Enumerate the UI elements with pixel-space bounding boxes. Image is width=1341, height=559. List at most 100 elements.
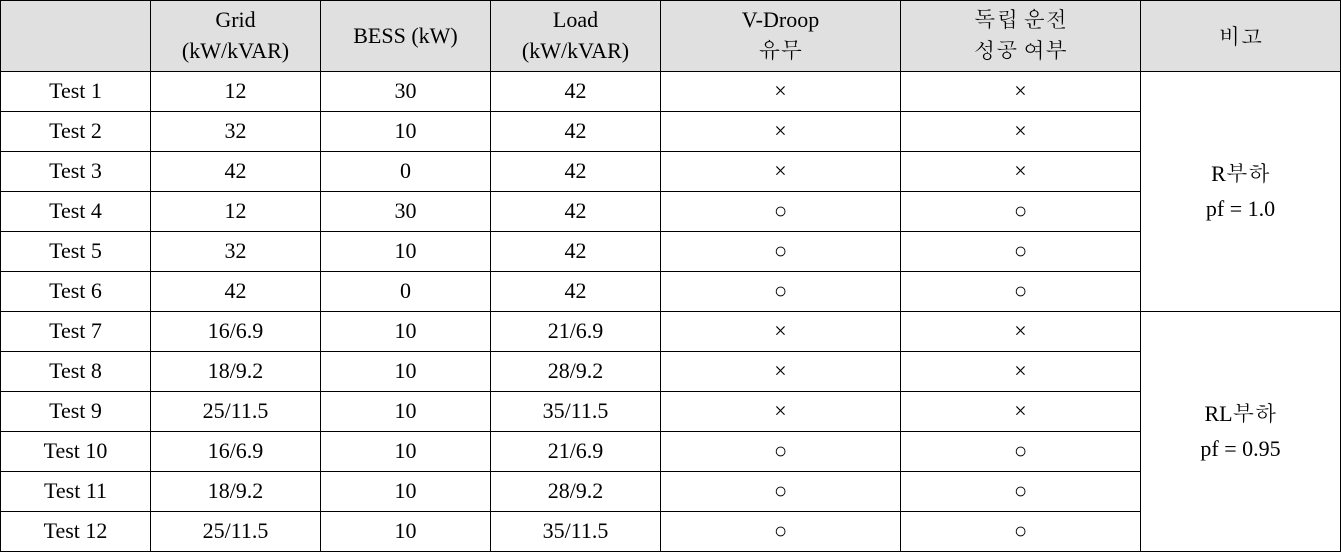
cell-grid: 16/6.9 [151, 311, 321, 351]
cell-bess: 0 [321, 151, 491, 191]
cell-load: 42 [491, 191, 661, 231]
table-row: Test 7 16/6.9 10 21/6.9 × × RL부하 pf = 0.… [1, 311, 1341, 351]
table-row: Test 8 18/9.2 10 28/9.2 × × [1, 351, 1341, 391]
cell-load: 21/6.9 [491, 431, 661, 471]
cell-success: ○ [901, 471, 1141, 511]
note-line1: RL부하 [1149, 396, 1332, 431]
header-success-line2: 성공 여부 [909, 36, 1132, 67]
cell-success: ○ [901, 191, 1141, 231]
cell-load: 42 [491, 231, 661, 271]
header-grid: Grid (kW/kVAR) [151, 1, 321, 72]
header-grid-line2: (kW/kVAR) [159, 36, 312, 67]
cell-success: ○ [901, 511, 1141, 551]
cell-bess: 10 [321, 231, 491, 271]
cell-success: × [901, 111, 1141, 151]
cell-grid: 12 [151, 191, 321, 231]
header-load-line2: (kW/kVAR) [499, 36, 652, 67]
cell-vdroop: × [661, 391, 901, 431]
cell-load: 35/11.5 [491, 511, 661, 551]
note-line1: R부하 [1149, 156, 1332, 191]
cell-bess: 0 [321, 271, 491, 311]
header-bess: BESS (kW) [321, 1, 491, 72]
note-line2: pf = 1.0 [1149, 191, 1332, 226]
cell-note-group-1: RL부하 pf = 0.95 [1141, 311, 1341, 551]
cell-vdroop: × [661, 71, 901, 111]
table-row: Test 11 18/9.2 10 28/9.2 ○ ○ [1, 471, 1341, 511]
header-load-line1: Load [499, 5, 652, 36]
cell-note-group-0: R부하 pf = 1.0 [1141, 71, 1341, 311]
test-results-table: Grid (kW/kVAR) BESS (kW) Load (kW/kVAR) … [0, 0, 1341, 552]
cell-success: ○ [901, 431, 1141, 471]
note-line2: pf = 0.95 [1149, 431, 1332, 466]
cell-grid: 12 [151, 71, 321, 111]
cell-test: Test 1 [1, 71, 151, 111]
cell-bess: 10 [321, 511, 491, 551]
cell-success: × [901, 71, 1141, 111]
cell-test: Test 9 [1, 391, 151, 431]
cell-test: Test 8 [1, 351, 151, 391]
cell-bess: 10 [321, 111, 491, 151]
cell-vdroop: × [661, 151, 901, 191]
table-row: Test 5 32 10 42 ○ ○ [1, 231, 1341, 271]
cell-success: ○ [901, 271, 1141, 311]
table-row: Test 12 25/11.5 10 35/11.5 ○ ○ [1, 511, 1341, 551]
table-row: Test 4 12 30 42 ○ ○ [1, 191, 1341, 231]
cell-load: 28/9.2 [491, 351, 661, 391]
cell-vdroop: ○ [661, 431, 901, 471]
table-row: Test 1 12 30 42 × × R부하 pf = 1.0 [1, 71, 1341, 111]
cell-bess: 10 [321, 431, 491, 471]
table-row: Test 3 42 0 42 × × [1, 151, 1341, 191]
cell-success: × [901, 311, 1141, 351]
table-body: Test 1 12 30 42 × × R부하 pf = 1.0 Test 2 … [1, 71, 1341, 551]
table-row: Test 2 32 10 42 × × [1, 111, 1341, 151]
cell-vdroop: ○ [661, 191, 901, 231]
cell-test: Test 12 [1, 511, 151, 551]
header-grid-line1: Grid [159, 5, 312, 36]
cell-load: 42 [491, 111, 661, 151]
cell-vdroop: × [661, 311, 901, 351]
cell-grid: 25/11.5 [151, 391, 321, 431]
table-row: Test 9 25/11.5 10 35/11.5 × × [1, 391, 1341, 431]
cell-test: Test 10 [1, 431, 151, 471]
cell-bess: 30 [321, 191, 491, 231]
cell-test: Test 7 [1, 311, 151, 351]
cell-grid: 32 [151, 111, 321, 151]
cell-vdroop: × [661, 111, 901, 151]
table-row: Test 10 16/6.9 10 21/6.9 ○ ○ [1, 431, 1341, 471]
cell-test: Test 2 [1, 111, 151, 151]
cell-load: 42 [491, 271, 661, 311]
cell-grid: 25/11.5 [151, 511, 321, 551]
cell-vdroop: × [661, 351, 901, 391]
cell-grid: 16/6.9 [151, 431, 321, 471]
header-success: 독립 운전 성공 여부 [901, 1, 1141, 72]
header-load: Load (kW/kVAR) [491, 1, 661, 72]
cell-test: Test 3 [1, 151, 151, 191]
cell-success: × [901, 391, 1141, 431]
cell-load: 21/6.9 [491, 311, 661, 351]
table-header: Grid (kW/kVAR) BESS (kW) Load (kW/kVAR) … [1, 1, 1341, 72]
cell-grid: 18/9.2 [151, 471, 321, 511]
cell-bess: 10 [321, 391, 491, 431]
cell-vdroop: ○ [661, 511, 901, 551]
cell-grid: 42 [151, 151, 321, 191]
table-row: Test 6 42 0 42 ○ ○ [1, 271, 1341, 311]
header-success-line1: 독립 운전 [909, 5, 1132, 36]
header-note: 비고 [1141, 1, 1341, 72]
cell-success: ○ [901, 231, 1141, 271]
cell-test: Test 11 [1, 471, 151, 511]
cell-grid: 18/9.2 [151, 351, 321, 391]
cell-grid: 42 [151, 271, 321, 311]
header-vdroop: V-Droop 유무 [661, 1, 901, 72]
cell-success: × [901, 151, 1141, 191]
cell-vdroop: ○ [661, 271, 901, 311]
cell-bess: 10 [321, 471, 491, 511]
cell-test: Test 4 [1, 191, 151, 231]
cell-test: Test 6 [1, 271, 151, 311]
cell-bess: 10 [321, 311, 491, 351]
cell-test: Test 5 [1, 231, 151, 271]
header-vdroop-line1: V-Droop [669, 5, 892, 36]
cell-bess: 10 [321, 351, 491, 391]
cell-success: × [901, 351, 1141, 391]
cell-vdroop: ○ [661, 231, 901, 271]
cell-grid: 32 [151, 231, 321, 271]
